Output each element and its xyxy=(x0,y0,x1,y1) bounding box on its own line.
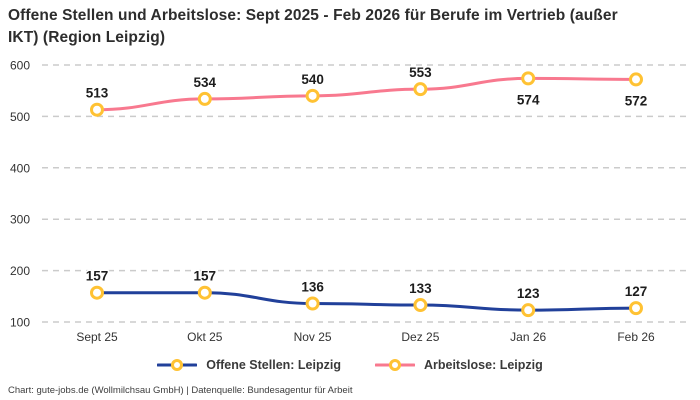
data-point-marker[interactable] xyxy=(305,296,320,311)
data-point-marker[interactable] xyxy=(521,303,536,318)
data-point-label: 127 xyxy=(625,284,648,299)
chart-footer: Chart: gute-jobs.de (Wollmilchsau GmbH) … xyxy=(8,385,353,396)
y-axis-tick-label: 500 xyxy=(10,110,30,124)
data-point-marker[interactable] xyxy=(413,298,428,313)
data-point-label: 534 xyxy=(194,75,217,90)
data-point-label: 136 xyxy=(301,279,324,294)
legend-line-marker-icon xyxy=(374,359,415,371)
legend-item[interactable]: Offene Stellen: Leipzig xyxy=(157,358,341,372)
legend-item[interactable]: Arbeitslose: Leipzig xyxy=(374,358,543,372)
data-point-marker[interactable] xyxy=(197,285,212,300)
x-axis-tick-label: Jan 26 xyxy=(510,330,546,344)
data-point-label: 513 xyxy=(86,86,109,101)
data-point-label: 574 xyxy=(517,92,540,107)
chart-title: Offene Stellen und Arbeitslose: Sept 202… xyxy=(8,7,618,46)
data-point-label: 157 xyxy=(86,269,109,284)
data-point-marker[interactable] xyxy=(521,71,536,86)
y-axis-tick-label: 300 xyxy=(10,213,30,227)
series-line xyxy=(95,76,638,112)
data-point-label: 572 xyxy=(625,93,648,108)
data-point-marker[interactable] xyxy=(629,72,643,87)
data-point-label: 540 xyxy=(301,72,324,87)
legend-label: Offene Stellen: Leipzig xyxy=(206,358,341,372)
data-point-label: 133 xyxy=(409,281,432,296)
data-point-marker[interactable] xyxy=(413,82,428,97)
y-axis-tick-label: 400 xyxy=(10,161,30,175)
x-axis-tick-label: Feb 26 xyxy=(617,330,655,344)
legend-line-marker-icon xyxy=(157,359,198,371)
legend-label: Arbeitslose: Leipzig xyxy=(423,358,543,372)
y-axis-tick-label: 600 xyxy=(10,59,30,73)
data-point-label: 553 xyxy=(409,65,432,80)
x-axis-tick-label: Dez 25 xyxy=(401,330,439,344)
data-point-marker[interactable] xyxy=(197,91,212,106)
data-point-marker[interactable] xyxy=(90,285,104,300)
data-point-marker[interactable] xyxy=(629,301,643,316)
line-chart: 100 200 300 400 500 600 Sept 25 Okt 25 Nov 25 Dez… xyxy=(10,59,690,344)
y-axis-tick-label: 100 xyxy=(10,316,30,330)
series-line xyxy=(95,291,638,312)
x-axis-tick-label: Nov 25 xyxy=(294,330,332,344)
data-point-marker[interactable] xyxy=(305,88,320,103)
data-point-marker[interactable] xyxy=(90,102,104,117)
data-point-label: 157 xyxy=(194,269,217,284)
chart-legend: Offene Stellen: Leipzig Arbeitslose: Leip… xyxy=(0,353,700,377)
data-point-label: 123 xyxy=(517,286,540,301)
y-axis-tick-label: 200 xyxy=(10,264,30,278)
x-axis-tick-label: Okt 25 xyxy=(187,330,223,344)
x-axis-tick-label: Sept 25 xyxy=(76,330,118,344)
